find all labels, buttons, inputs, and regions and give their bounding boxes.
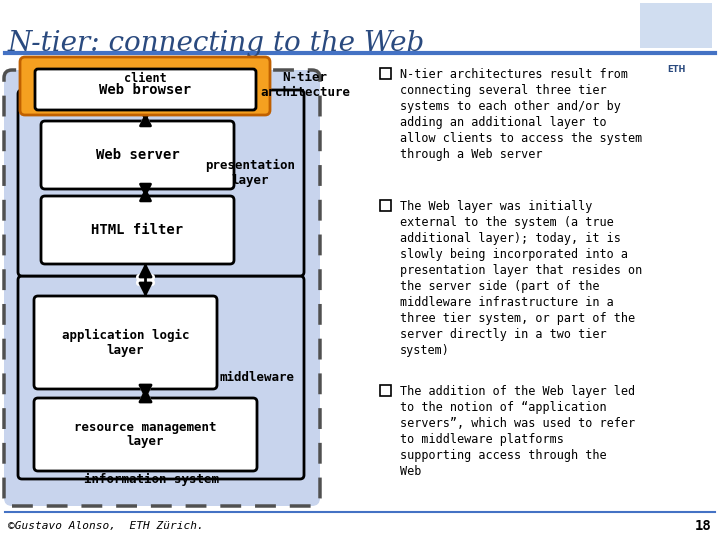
FancyBboxPatch shape [34, 398, 257, 471]
FancyBboxPatch shape [640, 3, 712, 48]
Text: N-tier architectures result from
connecting several three tier
systems to each o: N-tier architectures result from connect… [400, 68, 642, 161]
FancyBboxPatch shape [20, 57, 270, 115]
Bar [380, 385, 391, 396]
Text: client: client [124, 72, 166, 85]
FancyBboxPatch shape [41, 196, 234, 264]
Text: resource management
layer: resource management layer [74, 421, 217, 449]
Text: N-tier: connecting to the Web: N-tier: connecting to the Web [8, 30, 426, 57]
FancyBboxPatch shape [34, 296, 217, 389]
Bar [380, 68, 391, 79]
FancyBboxPatch shape [35, 69, 256, 110]
FancyBboxPatch shape [4, 70, 320, 506]
Text: Web server: Web server [96, 148, 179, 162]
Text: application logic
layer: application logic layer [62, 328, 189, 356]
FancyBboxPatch shape [18, 276, 304, 479]
Text: ETH: ETH [667, 65, 685, 74]
Text: ©Gustavo Alonso,  ETH Zürich.: ©Gustavo Alonso, ETH Zürich. [8, 521, 204, 531]
Text: The addition of the Web layer led
to the notion of “application
servers”, which : The addition of the Web layer led to the… [400, 385, 635, 478]
Text: The Web layer was initially
external to the system (a true
additional layer); to: The Web layer was initially external to … [400, 200, 642, 357]
FancyBboxPatch shape [41, 121, 234, 189]
Text: presentation
layer: presentation layer [205, 159, 295, 187]
FancyBboxPatch shape [18, 90, 304, 276]
Bar [380, 200, 391, 211]
Text: HTML filter: HTML filter [91, 223, 184, 237]
Text: Web browser: Web browser [99, 83, 192, 97]
Text: middleware: middleware [220, 371, 295, 384]
Text: information system: information system [84, 473, 220, 486]
Text: 18: 18 [696, 519, 712, 533]
Text: N-tier
architecture: N-tier architecture [260, 71, 350, 99]
